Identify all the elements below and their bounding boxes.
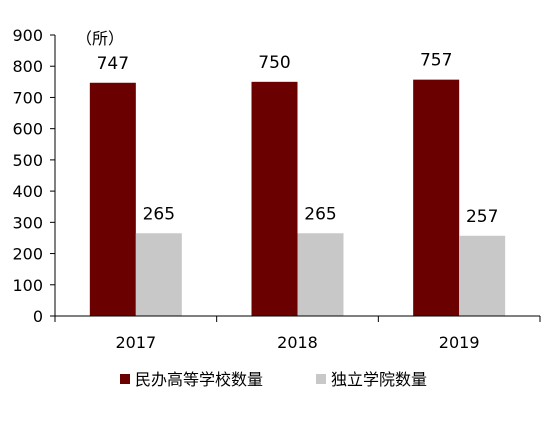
x-tick-label: 2019: [439, 333, 480, 352]
bar-independent-colleges-2017: [135, 233, 182, 316]
legend-swatch: [120, 374, 130, 384]
legend-swatch: [316, 374, 326, 384]
y-tick-label: 600: [12, 120, 43, 139]
y-tick-label: 700: [12, 88, 43, 107]
y-tick-label: 100: [12, 276, 43, 295]
data-labels-group: 747 265 750 265 757 257: [97, 51, 499, 227]
y-tick-label: 500: [12, 151, 43, 170]
data-label: 757: [420, 51, 452, 71]
bar-private-colleges-2018: [251, 81, 298, 316]
y-tick-label: 800: [12, 57, 43, 76]
data-label: 257: [466, 207, 498, 227]
axes-group: [54, 35, 540, 317]
data-label: 265: [143, 204, 175, 224]
bar-independent-colleges-2018: [297, 233, 344, 316]
y-tick-label: 400: [12, 182, 43, 201]
legend-label: 独立学院数量: [331, 370, 427, 389]
x-tick-label: 2017: [115, 333, 156, 352]
y-axis-ticks: 0 100 200 300 400 500 600 700 800 900: [12, 26, 55, 326]
bar-independent-colleges-2019: [459, 235, 506, 316]
data-label: 750: [258, 53, 290, 73]
x-axis-ticks: 2017 2018 2019: [54, 316, 541, 352]
x-tick-label: 2018: [277, 333, 318, 352]
data-label: 747: [97, 54, 129, 74]
legend: 民办高等学校数量 独立学院数量: [120, 370, 427, 389]
data-label: 265: [304, 204, 336, 224]
y-tick-label: 900: [12, 26, 43, 45]
legend-label: 民办高等学校数量: [135, 370, 263, 389]
y-tick-label: 200: [12, 245, 43, 264]
y-tick-label: 300: [12, 213, 43, 232]
bars-group: [89, 79, 506, 317]
y-tick-label: 0: [33, 307, 43, 326]
y-unit-label: （所）: [76, 29, 124, 48]
bar-private-colleges-2019: [413, 79, 460, 316]
bar-private-colleges-2017: [89, 82, 136, 317]
